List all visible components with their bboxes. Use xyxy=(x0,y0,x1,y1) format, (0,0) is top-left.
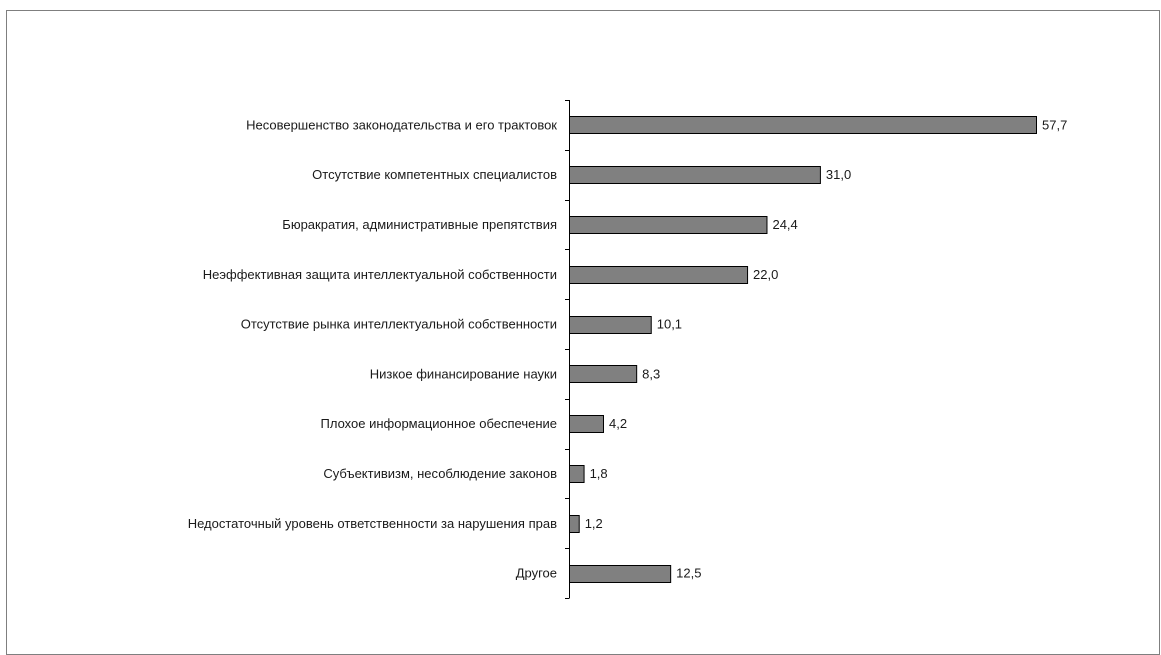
bars xyxy=(569,116,1037,583)
value-label: 24,4 xyxy=(772,217,797,232)
category-label: Низкое финансирование науки xyxy=(370,366,557,381)
value-label: 57,7 xyxy=(1042,117,1067,132)
category-label: Отсутствие рынка интеллектуальной собств… xyxy=(241,317,557,332)
bar xyxy=(569,316,652,334)
category-label: Неэффективная защита интеллектуальной со… xyxy=(203,267,557,282)
bar xyxy=(569,465,585,483)
category-label: Отсутствие компетентных специалистов xyxy=(312,167,557,182)
category-label: Несовершенство законодательства и его тр… xyxy=(246,117,557,132)
value-label: 1,8 xyxy=(590,466,608,481)
category-label: Недостаточный уровень ответственности за… xyxy=(188,516,557,531)
bar xyxy=(569,515,580,533)
bar xyxy=(569,216,768,234)
bar xyxy=(569,166,821,184)
bar xyxy=(569,365,638,383)
value-label: 8,3 xyxy=(642,366,660,381)
value-label: 10,1 xyxy=(657,317,682,332)
category-label: Другое xyxy=(516,566,557,581)
category-label: Плохое информационное обеспечение xyxy=(321,416,558,431)
bar xyxy=(569,565,672,583)
category-label: Бюракратия, административные препятствия xyxy=(282,217,557,232)
value-label: 22,0 xyxy=(753,267,778,282)
category-labels: Несовершенство законодательства и его тр… xyxy=(188,117,558,580)
bar xyxy=(569,415,604,433)
value-label: 31,0 xyxy=(826,167,851,182)
category-axis xyxy=(565,100,570,599)
value-label: 4,2 xyxy=(609,416,627,431)
value-label: 1,2 xyxy=(585,516,603,531)
bar xyxy=(569,266,749,284)
value-labels: 57,7 31,0 24,4 22,0 10,1 8,3 4,2 1,8 1,2 12,5 xyxy=(585,117,1068,580)
category-label: Субъективизм, несоблюдение законов xyxy=(323,466,557,481)
value-label: 12,5 xyxy=(676,566,701,581)
bar xyxy=(569,116,1037,134)
